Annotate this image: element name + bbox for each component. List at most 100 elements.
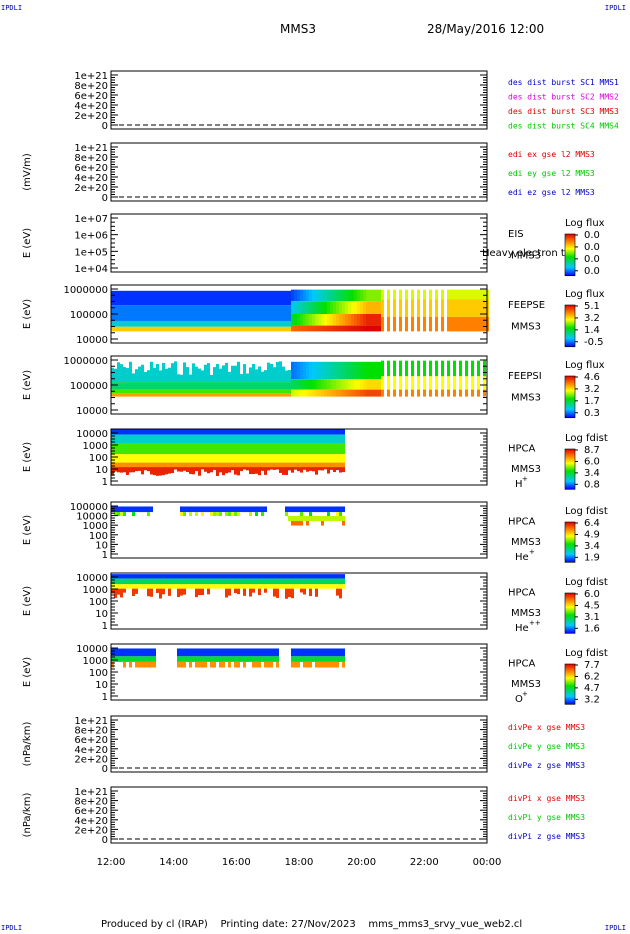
spectrogram-cell [264,462,267,468]
y-tick-label: 2e+20 [74,183,108,194]
spectrogram-cell [330,574,333,579]
spectrogram-cell [180,382,183,390]
spectrogram-cell [147,443,150,455]
spectrogram-cell [219,584,222,589]
spectrogram-cell [483,376,486,390]
spectrogram-cell [351,289,354,302]
spectrogram-cell [330,648,333,657]
spectrogram-cell [240,467,243,472]
spectrogram-cell [198,454,201,463]
spectrogram-cell [393,299,396,317]
spectrogram-cell [207,434,210,443]
spectrogram-cell [201,370,204,383]
spectrogram-cell [111,661,114,668]
spectrogram-cell [318,506,321,513]
spectrogram-cell [222,443,225,455]
spectrogram-cell [315,584,318,589]
spectrogram-cell [339,516,342,522]
spectrogram-cell [450,316,453,332]
spectrogram-cell [315,661,318,668]
spectrogram-cell [195,454,198,463]
spectrogram-cell [315,379,318,390]
spectrogram-cell [156,434,159,443]
spectrogram-cell [231,648,234,657]
spectrogram-cell [153,648,156,657]
spectrogram-cell [246,443,249,455]
spectrogram-cell [114,393,117,397]
spectrogram-cell [327,661,330,668]
spectrogram-cell [165,290,168,306]
spectrogram-cell [204,578,207,585]
spectrogram-cell [195,382,198,390]
spectrogram-cell [327,301,330,314]
spectrogram-cell [462,299,465,317]
spectrogram-cell [279,578,282,585]
spectrogram-cell [168,454,171,463]
spectrogram-cell [273,588,276,597]
spectrogram-cell [213,382,216,390]
spectrogram-cell [312,429,315,435]
spectrogram-cell [246,648,249,657]
spectrogram-cell [228,382,231,390]
spectrogram-cell [144,326,147,332]
spectrogram-cell [180,588,183,596]
spectrogram-cell [291,584,294,589]
spectrogram-cell [252,661,255,668]
spectrogram-cell [252,389,255,394]
spectrogram-cell [351,301,354,314]
spectrogram-cell [330,656,333,662]
spectrogram-cell [348,289,351,302]
spectrogram-cell [201,434,204,443]
spectrogram-cell [330,506,333,513]
y-tick-label: 1e+21 [74,787,108,798]
spectrogram-cell [339,301,342,314]
spectrogram-cell [282,290,285,306]
spectrogram-cell [300,361,303,380]
spectrogram-cell [276,305,279,321]
spectrogram-cell [372,361,375,380]
spectrogram-cell [132,462,135,468]
spectrogram-cell [291,434,294,443]
y-tick-label: 1000 [83,521,108,532]
spectrogram-cell [114,320,117,327]
spectrogram-cell [336,389,339,397]
spectrogram-cell [138,443,141,455]
spectrogram-cell [273,367,276,383]
spectrogram-cell [300,443,303,455]
spectrogram-cell [333,389,336,397]
spectrogram-cell [252,574,255,579]
spectrogram-cell [282,366,285,383]
spectrogram-cell [288,326,291,332]
spectrogram-cell [255,454,258,463]
spectrogram-cell [195,512,198,516]
spectrogram-cell [123,429,126,435]
spectrogram-cell [297,516,300,522]
spectrogram-cell [141,382,144,390]
spectrogram-cell [306,506,309,513]
spectrogram-cell [180,462,183,468]
spectrogram-cell [150,443,153,455]
spectrogram-cell [165,467,168,475]
spectrogram-cell [192,648,195,657]
spectrogram-cell [192,305,195,321]
spectrogram-cell [216,454,219,463]
colorbar [564,448,576,490]
spectrogram-cell [255,305,258,321]
spectrogram-cell [246,462,249,468]
spectrogram-cell [321,434,324,443]
spectrogram-cell [315,588,318,597]
spectrogram-cell [144,462,147,468]
spectrogram-cell [276,462,279,468]
spectrogram-cell [297,521,300,526]
spectrogram-cell [327,462,330,468]
spectrogram-cell [333,314,336,326]
spectrogram-cell [273,305,276,321]
spectrogram-cell [258,429,261,435]
spectrogram-cell [315,516,318,522]
spectrogram-cell [186,648,189,657]
spectrogram-cell [219,382,222,390]
spectrogram-cell [297,656,300,662]
spectrogram-cell [273,656,276,662]
spectrogram-cell [378,325,381,332]
